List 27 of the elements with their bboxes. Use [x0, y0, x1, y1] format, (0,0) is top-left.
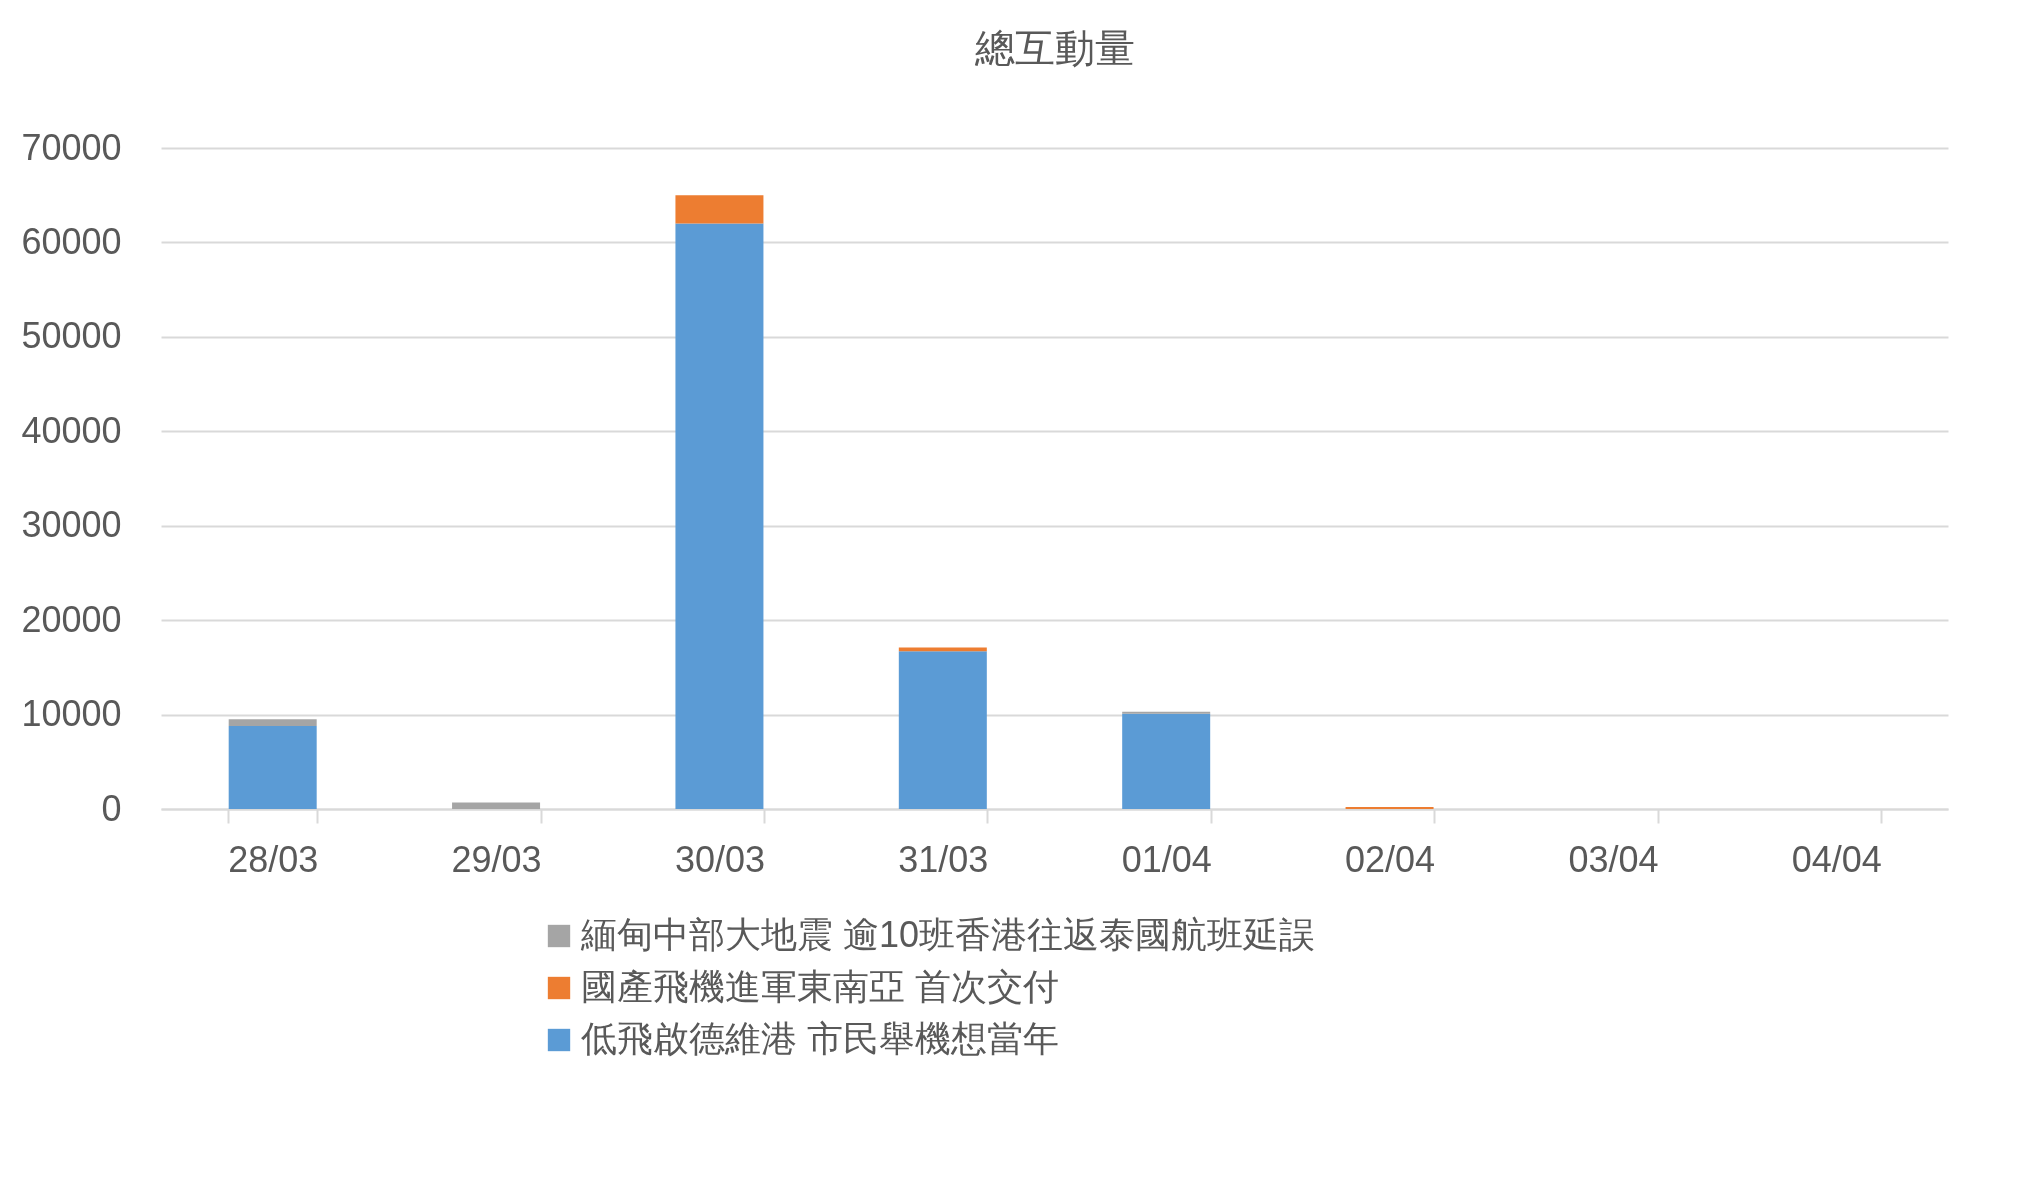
x-tick-label: 02/04 — [1345, 838, 1436, 880]
legend-label: 國產飛機進軍東南亞 首次交付 — [581, 966, 1060, 1007]
y-tick-label: 50000 — [21, 315, 122, 357]
bar — [675, 195, 764, 224]
legend-label: 低飛啟德維港 市民舉機想當年 — [581, 1018, 1060, 1059]
x-tick-label: 04/04 — [1791, 838, 1882, 880]
x-tick-label: 01/04 — [1121, 838, 1212, 880]
x-tick-label: 29/03 — [451, 838, 542, 880]
y-tick-label: 10000 — [21, 693, 122, 735]
x-tick-label: 03/04 — [1568, 838, 1659, 880]
bar — [1122, 713, 1211, 809]
bar — [228, 719, 317, 726]
chart-title: 總互動量 — [973, 26, 1135, 70]
y-tick-label: 20000 — [21, 598, 122, 640]
bar — [228, 725, 317, 809]
x-tick-label: 31/03 — [898, 838, 989, 880]
bar — [452, 802, 541, 809]
y-tick-label: 40000 — [21, 409, 122, 451]
y-tick-label: 30000 — [21, 504, 122, 546]
bar — [898, 651, 987, 809]
y-tick-label: 60000 — [21, 220, 122, 262]
legend-label: 緬甸中部大地震 逾10班香港往返泰國航班延誤 — [580, 914, 1316, 955]
y-tick-label: 0 — [101, 787, 122, 829]
x-tick-label: 28/03 — [228, 838, 319, 880]
x-tick-label: 30/03 — [674, 838, 765, 880]
y-tick-label: 70000 — [21, 126, 122, 168]
bar — [675, 223, 764, 809]
